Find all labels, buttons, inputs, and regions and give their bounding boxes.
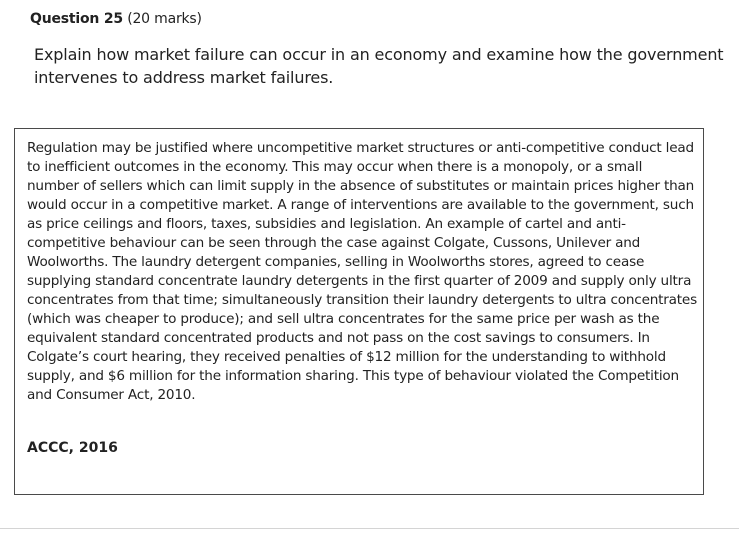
question-header: Question 25 (20 marks) xyxy=(30,10,202,28)
question-number: Question 25 xyxy=(30,11,123,27)
question-prompt: Explain how market failure can occur in … xyxy=(34,45,724,87)
bottom-divider xyxy=(0,528,739,529)
answer-box: Regulation may be justified where uncomp… xyxy=(14,128,704,495)
question-marks: (20 marks) xyxy=(127,11,202,27)
answer-source: ACCC, 2016 xyxy=(27,440,118,456)
answer-text: Regulation may be justified where uncomp… xyxy=(27,140,697,403)
